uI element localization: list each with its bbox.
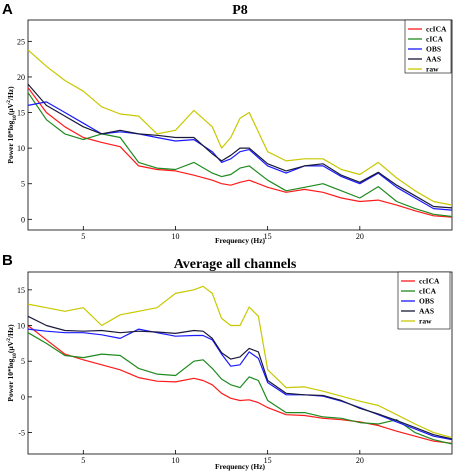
y-tick-label: 20 <box>17 73 25 82</box>
y-tick-label: 0 <box>21 215 25 224</box>
y-tick-label: 0 <box>21 393 25 402</box>
series-layer <box>27 285 453 445</box>
series-line-aas <box>27 315 453 440</box>
legend-label-ccica: ccICA <box>426 25 447 34</box>
chart-title: Average all channels <box>174 257 297 272</box>
chart-title: P8 <box>232 3 248 18</box>
series-layer <box>27 49 453 218</box>
series-line-ccica <box>27 87 453 218</box>
y-tick-label: 5 <box>21 357 25 366</box>
legend-label-obs: OBS <box>419 297 434 306</box>
series-line-raw <box>27 285 453 439</box>
x-tick-label: 20 <box>356 232 364 241</box>
y-tick-label: 25 <box>17 37 25 46</box>
legend-label-aas: AAS <box>426 55 441 64</box>
legend-label-raw: raw <box>426 65 439 74</box>
tick-layer: 5 10 15 20 -5 0 5 10 15 <box>17 286 364 465</box>
series-line-cica <box>27 332 453 445</box>
x-tick-label: 10 <box>171 456 179 465</box>
y-axis-label: Power 10*log10(µV2/Hz) <box>6 86 18 164</box>
plot-frame <box>27 19 453 231</box>
x-tick-label: 15 <box>264 232 272 241</box>
panel-letter: A <box>2 1 13 18</box>
x-axis-label: Frequency (Hz) <box>215 462 266 471</box>
plot-frame <box>27 271 453 455</box>
y-tick-label: 5 <box>21 180 25 189</box>
x-axis-label: Frequency (Hz) <box>215 236 266 245</box>
series-line-aas <box>27 83 453 209</box>
x-tick-label: 15 <box>264 456 272 465</box>
legend-label-ccica: ccICA <box>419 277 440 286</box>
legend-label-aas: AAS <box>419 307 434 316</box>
x-tick-label: 5 <box>81 456 85 465</box>
legend-label-cica: cICA <box>419 287 437 296</box>
tick-layer: 5 10 15 20 0 5 10 15 20 25 <box>17 37 364 241</box>
panel-letter: B <box>2 252 13 269</box>
y-tick-label: 10 <box>17 144 25 153</box>
legend-label-raw: raw <box>419 317 432 326</box>
x-tick-label: 5 <box>81 232 85 241</box>
legend-label-cica: cICA <box>426 35 444 44</box>
y-axis-label: Power 10*log10(µV2/Hz) <box>6 324 18 402</box>
y-tick-label: 15 <box>17 286 25 295</box>
x-tick-label: 10 <box>171 232 179 241</box>
series-line-ccica <box>27 325 453 444</box>
series-line-obs <box>27 328 453 441</box>
series-line-raw <box>27 49 453 206</box>
panel-a: A P8 5 10 15 20 0 5 10 15 20 25 Frequency (Hz) Po… <box>2 1 453 245</box>
panel-b: B Average all channels 5 10 15 20 -5 0 5 10 15 F… <box>2 252 453 471</box>
y-tick-label: 15 <box>17 109 25 118</box>
y-tick-label: 10 <box>17 322 25 331</box>
series-line-cica <box>27 92 453 218</box>
y-tick-label: -5 <box>18 429 25 438</box>
legend-label-obs: OBS <box>426 45 441 54</box>
x-tick-label: 20 <box>356 456 364 465</box>
